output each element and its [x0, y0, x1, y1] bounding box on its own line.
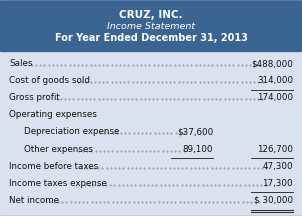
Text: 126,700: 126,700: [257, 145, 293, 154]
Text: Depreciation expense: Depreciation expense: [24, 127, 119, 137]
Text: Income taxes expense: Income taxes expense: [9, 179, 107, 188]
Text: Income before taxes: Income before taxes: [9, 162, 98, 171]
Text: Income Statement: Income Statement: [107, 22, 195, 31]
Text: For Year Ended December 31, 2013: For Year Ended December 31, 2013: [55, 33, 247, 43]
Text: Net income: Net income: [9, 196, 59, 205]
Text: 174,000: 174,000: [257, 93, 293, 102]
Text: $488,000: $488,000: [251, 59, 293, 68]
Text: Cost of goods sold: Cost of goods sold: [9, 76, 90, 85]
Text: Operating expenses: Operating expenses: [9, 110, 97, 119]
Text: Other expenses: Other expenses: [24, 145, 93, 154]
Text: Sales: Sales: [9, 59, 33, 68]
Text: 314,000: 314,000: [257, 76, 293, 85]
Text: CRUZ, INC.: CRUZ, INC.: [119, 10, 183, 20]
Text: Gross profit: Gross profit: [9, 93, 60, 102]
Text: $37,600: $37,600: [177, 127, 213, 137]
Text: 47,300: 47,300: [262, 162, 293, 171]
Text: 89,100: 89,100: [182, 145, 213, 154]
Text: 17,300: 17,300: [262, 179, 293, 188]
FancyBboxPatch shape: [0, 0, 302, 52]
Text: $ 30,000: $ 30,000: [254, 196, 293, 205]
